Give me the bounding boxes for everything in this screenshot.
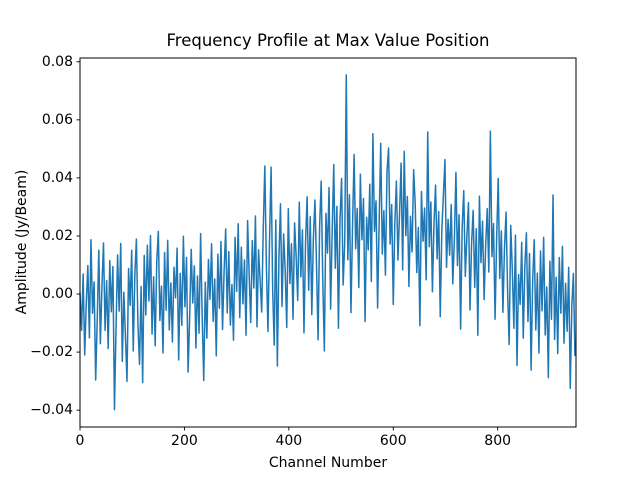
x-axis-label: Channel Number	[268, 455, 388, 471]
x-tick-label: 200	[171, 433, 198, 449]
y-tick-label: 0.06	[41, 111, 73, 128]
y-tick-label: 0.00	[41, 286, 73, 303]
x-tick-label: 600	[379, 433, 407, 449]
x-tick-label: 400	[275, 433, 303, 449]
chart-title: Frequency Profile at Max Value Position	[166, 31, 490, 50]
y-tick-label: 0.08	[41, 53, 73, 70]
x-tick-label: 0	[75, 433, 85, 449]
y-tick-label: −0.04	[30, 402, 73, 419]
y-tick-label: 0.04	[41, 169, 73, 186]
plot-border	[79, 57, 577, 428]
x-tick-label: 800	[484, 433, 512, 449]
data-line	[79, 74, 576, 411]
y-tick-label: −0.02	[30, 344, 73, 361]
y-tick-label: 0.02	[41, 227, 73, 244]
